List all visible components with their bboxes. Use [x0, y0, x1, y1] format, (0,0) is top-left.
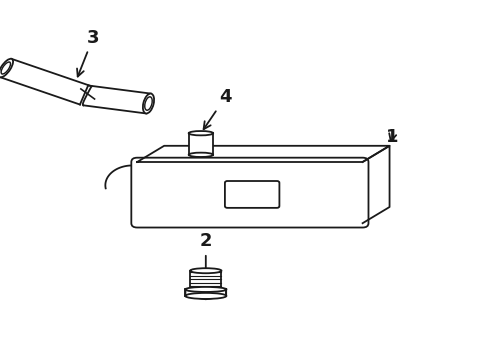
Ellipse shape [189, 131, 213, 135]
Text: 4: 4 [204, 88, 232, 129]
Bar [189, 133, 213, 155]
FancyBboxPatch shape [131, 158, 368, 228]
Text: 1: 1 [386, 128, 398, 146]
Ellipse shape [0, 59, 13, 77]
Bar [185, 289, 226, 296]
FancyBboxPatch shape [225, 181, 279, 208]
Ellipse shape [189, 153, 213, 157]
Ellipse shape [190, 268, 221, 273]
Bar [190, 271, 221, 288]
Text: 3: 3 [77, 29, 99, 77]
Ellipse shape [185, 293, 226, 299]
Ellipse shape [185, 287, 226, 292]
Ellipse shape [145, 97, 152, 110]
Ellipse shape [1, 62, 10, 74]
Text: 2: 2 [199, 232, 212, 288]
Ellipse shape [143, 94, 154, 113]
